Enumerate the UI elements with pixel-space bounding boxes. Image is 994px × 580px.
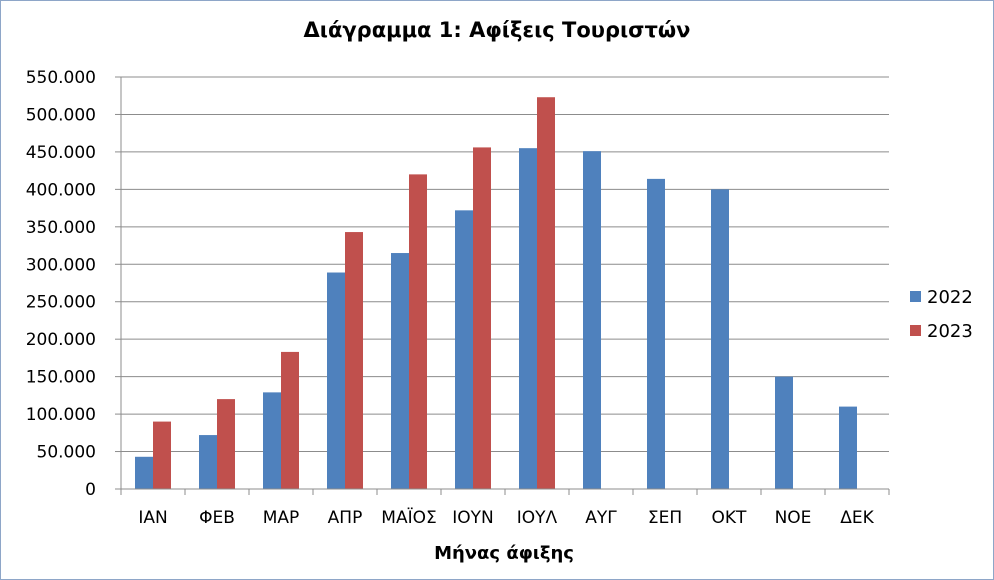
- chart-title: Διάγραμμα 1: Αφίξεις Τουριστών: [304, 18, 691, 42]
- x-tick-label: ΙΟΥΛ: [517, 508, 558, 528]
- y-tick-label: 200.000: [26, 330, 96, 350]
- y-tick-label: 50.000: [37, 443, 96, 463]
- y-tick-label: 550.000: [26, 68, 96, 88]
- legend-label-2022: 2022: [927, 287, 973, 308]
- bar-2022-6: [519, 148, 537, 489]
- bar-2023-0: [153, 421, 171, 489]
- y-tick-label: 0: [85, 480, 96, 500]
- bar-2023-2: [281, 351, 299, 489]
- y-tick-label: 100.000: [26, 405, 96, 425]
- x-axis-label: Μήνας άφιξης: [434, 543, 574, 564]
- bar-2022-8: [647, 178, 665, 490]
- x-tick-label: ΟΚΤ: [712, 508, 748, 528]
- x-tick-label: ΙΑΝ: [138, 508, 167, 528]
- x-tick-label: ΔΕΚ: [840, 508, 874, 528]
- legend: 2022 2023: [910, 287, 973, 342]
- bars: [135, 97, 857, 490]
- bar-2022-11: [839, 406, 857, 489]
- bar-2023-5: [473, 147, 491, 489]
- legend-swatch-2023: [910, 325, 921, 336]
- legend-swatch-2022: [910, 291, 921, 302]
- y-tick-label: 450.000: [26, 143, 96, 163]
- x-tick-label: ΑΥΓ: [585, 508, 617, 528]
- y-tick-label: 150.000: [26, 368, 96, 388]
- bar-2022-3: [327, 272, 345, 489]
- bar-2023-4: [409, 174, 427, 489]
- bar-2022-2: [263, 392, 281, 489]
- legend-label-2023: 2023: [927, 321, 973, 342]
- x-axis-ticks: ΙΑΝ ΦΕΒ ΜΑΡ ΑΠΡ ΜΑΪΟΣ ΙΟΥΝ ΙΟΥΛ ΑΥΓ ΣΕΠ ΟΚΤ ΝΟΕ ΔΕΚ: [120, 488, 890, 528]
- x-tick-label: ΙΟΥΝ: [452, 508, 494, 528]
- bar-2022-5: [455, 210, 473, 489]
- x-tick-label: ΑΠΡ: [328, 508, 363, 528]
- x-tick-label: ΜΑΡ: [263, 508, 300, 528]
- bar-2022-10: [775, 376, 793, 489]
- bar-2022-7: [583, 151, 601, 489]
- y-tick-label: 400.000: [26, 180, 96, 200]
- bar-2022-0: [135, 456, 153, 489]
- y-tick-label: 350.000: [26, 218, 96, 238]
- x-tick-label: ΝΟΕ: [775, 508, 812, 528]
- bar-2023-3: [345, 232, 363, 489]
- bar-2022-4: [391, 253, 409, 489]
- y-tick-label: 500.000: [26, 105, 96, 125]
- gridlines: [121, 76, 889, 453]
- y-axis-ticks: 0 50.000 100.000 150.000 200.000 250.000 300.0…: [26, 68, 121, 500]
- x-tick-label: ΜΑΪΟΣ: [381, 507, 436, 528]
- x-tick-label: ΦΕΒ: [199, 508, 235, 528]
- y-tick-label: 250.000: [26, 293, 96, 313]
- bar-2023-1: [217, 399, 235, 489]
- bar-2022-1: [199, 435, 217, 489]
- bar-2023-6: [537, 97, 555, 489]
- y-tick-label: 300.000: [26, 255, 96, 275]
- bar-2022-9: [711, 189, 729, 489]
- x-tick-label: ΣΕΠ: [648, 508, 682, 528]
